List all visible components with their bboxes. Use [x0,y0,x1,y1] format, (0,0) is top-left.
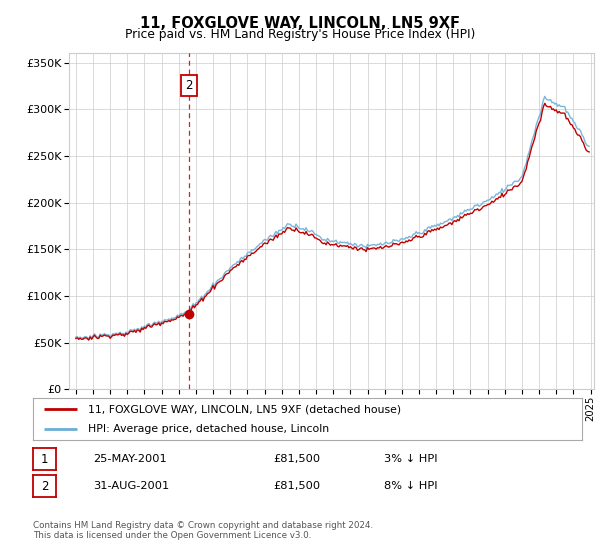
Text: 11, FOXGLOVE WAY, LINCOLN, LN5 9XF: 11, FOXGLOVE WAY, LINCOLN, LN5 9XF [140,16,460,31]
Text: 2: 2 [185,80,193,92]
Text: HPI: Average price, detached house, Lincoln: HPI: Average price, detached house, Linc… [88,424,329,434]
Text: £81,500: £81,500 [273,454,320,464]
Text: Price paid vs. HM Land Registry's House Price Index (HPI): Price paid vs. HM Land Registry's House … [125,28,475,41]
Text: 8% ↓ HPI: 8% ↓ HPI [384,481,437,491]
Text: Contains HM Land Registry data © Crown copyright and database right 2024.
This d: Contains HM Land Registry data © Crown c… [33,521,373,540]
Text: 2: 2 [41,479,48,493]
Text: 11, FOXGLOVE WAY, LINCOLN, LN5 9XF (detached house): 11, FOXGLOVE WAY, LINCOLN, LN5 9XF (deta… [88,404,401,414]
Text: 1: 1 [41,452,48,466]
Text: £81,500: £81,500 [273,481,320,491]
Text: 31-AUG-2001: 31-AUG-2001 [93,481,169,491]
Text: 25-MAY-2001: 25-MAY-2001 [93,454,167,464]
Text: 3% ↓ HPI: 3% ↓ HPI [384,454,437,464]
